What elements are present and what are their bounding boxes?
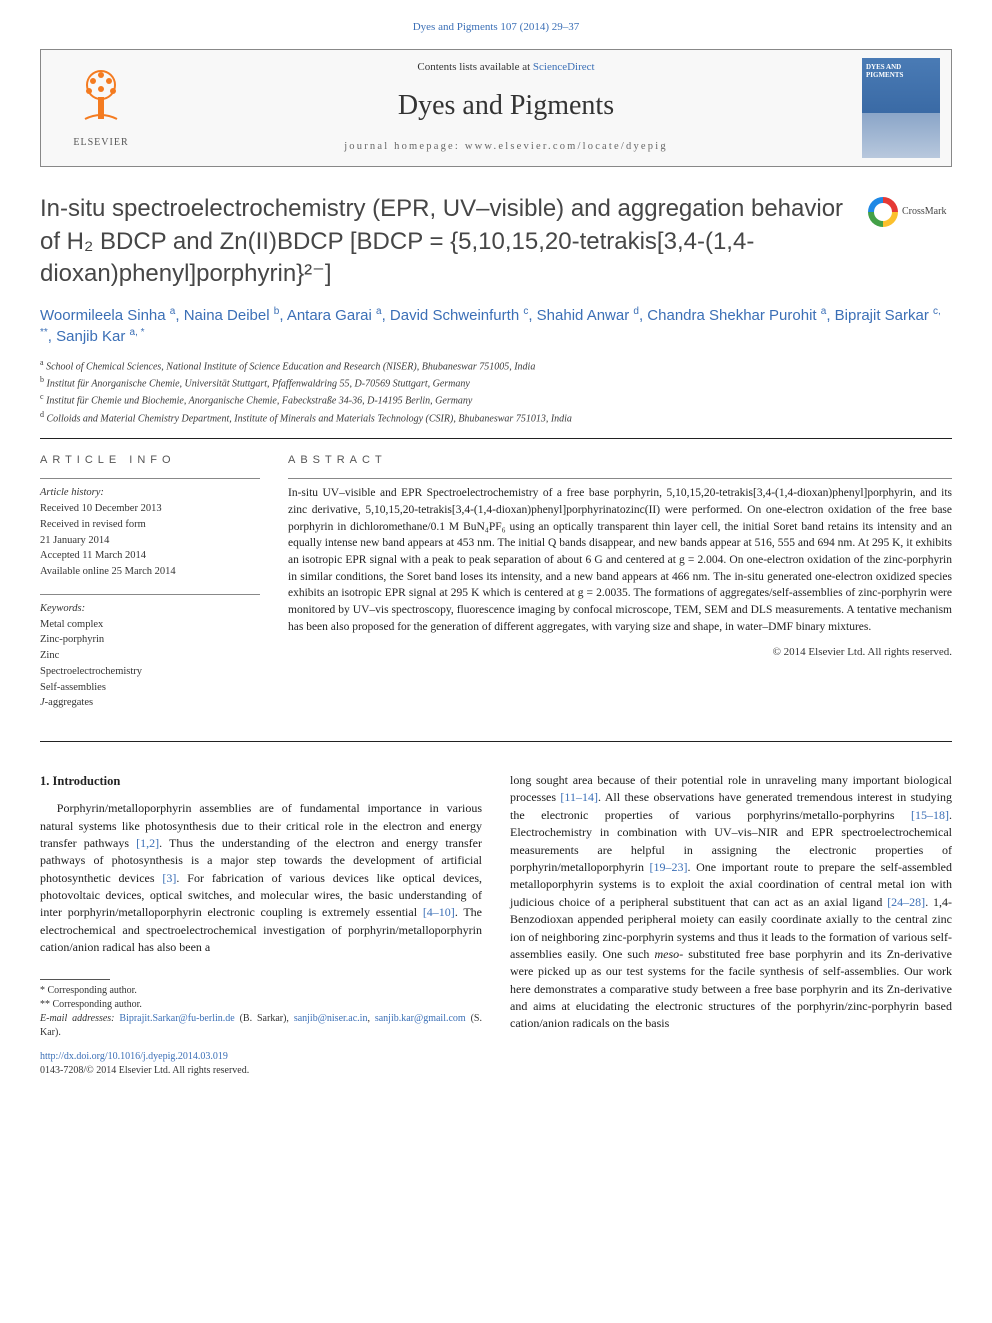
cover-title: DYES and PIGMENTS: [866, 64, 936, 79]
history-line: 21 January 2014: [40, 533, 260, 549]
keyword: Self-assemblies: [40, 680, 260, 696]
crossmark-label: CrossMark: [902, 205, 946, 219]
email-link-2[interactable]: sanjib@niser.ac.in: [294, 1013, 368, 1024]
divider: [40, 741, 952, 742]
affiliations: a School of Chemical Sciences, National …: [40, 357, 952, 426]
email-addresses: E-mail addresses: Biprajit.Sarkar@fu-ber…: [40, 1012, 482, 1040]
abstract-label: ABSTRACT: [288, 453, 952, 468]
body-two-column: 1. Introduction Porphyrin/metalloporphyr…: [40, 772, 952, 1078]
affiliation-line: a School of Chemical Sciences, National …: [40, 357, 952, 374]
section-heading-introduction: 1. Introduction: [40, 772, 482, 790]
contents-line: Contents lists available at ScienceDirec…: [169, 60, 843, 75]
issn-copyright: 0143-7208/© 2014 Elsevier Ltd. All right…: [40, 1064, 482, 1078]
crossmark-badge[interactable]: CrossMark: [868, 193, 952, 231]
journal-cover-cell: DYES and PIGMENTS: [851, 50, 951, 166]
keyword: Metal complex: [40, 617, 260, 633]
email-label: E-mail addresses:: [40, 1013, 119, 1024]
publisher-logo-cell: ELSEVIER: [41, 50, 161, 166]
keyword: Zinc-porphyrin: [40, 632, 260, 648]
corresponding-author-footer: * Corresponding author. ** Corresponding…: [40, 979, 482, 1078]
affiliation-line: b Institut für Anorganische Chemie, Univ…: [40, 374, 952, 391]
keyword: J-aggregates: [40, 695, 260, 711]
keywords-block: Keywords: Metal complexZinc-porphyrinZin…: [40, 601, 260, 711]
keyword: Spectroelectrochemistry: [40, 664, 260, 680]
journal-cover[interactable]: DYES and PIGMENTS: [862, 58, 940, 158]
article-info-column: ARTICLE INFO Article history: Received 1…: [40, 453, 260, 725]
sciencedirect-link[interactable]: ScienceDirect: [533, 61, 595, 73]
keywords-label: Keywords:: [40, 601, 260, 617]
doi-link[interactable]: http://dx.doi.org/10.1016/j.dyepig.2014.…: [40, 1051, 228, 1062]
email-link-3[interactable]: sanjib.kar@gmail.com: [375, 1013, 466, 1024]
email-who-1: (B. Sarkar),: [235, 1013, 294, 1024]
keyword: Zinc: [40, 648, 260, 664]
email-link-1[interactable]: Biprajit.Sarkar@fu-berlin.de: [119, 1013, 234, 1024]
history-line: Accepted 11 March 2014: [40, 548, 260, 564]
email-sep: ,: [367, 1013, 374, 1024]
affiliation-line: d Colloids and Material Chemistry Depart…: [40, 409, 952, 426]
elsevier-tree-icon: [71, 67, 131, 132]
history-label: Article history:: [40, 485, 260, 501]
top-citation[interactable]: Dyes and Pigments 107 (2014) 29–37: [40, 20, 952, 35]
abstract-copyright: © 2014 Elsevier Ltd. All rights reserved…: [288, 645, 952, 660]
divider: [40, 594, 260, 595]
contents-prefix: Contents lists available at: [417, 61, 532, 73]
corr-author-2: ** Corresponding author.: [40, 998, 482, 1012]
corr-author-1: * Corresponding author.: [40, 984, 482, 998]
header-center: Contents lists available at ScienceDirec…: [161, 50, 851, 166]
affiliation-line: c Institut für Chemie und Biochemie, Ano…: [40, 391, 952, 408]
author-list: Woormileela Sinha a, Naina Deibel b, Ant…: [40, 305, 952, 347]
journal-homepage: journal homepage: www.elsevier.com/locat…: [169, 140, 843, 155]
history-line: Received in revised form: [40, 517, 260, 533]
article-history: Article history: Received 10 December 20…: [40, 485, 260, 580]
crossmark-icon: [868, 197, 898, 227]
article-title: In-situ spectroelectrochemistry (EPR, UV…: [40, 193, 856, 290]
history-line: Received 10 December 2013: [40, 501, 260, 517]
publisher-name: ELSEVIER: [73, 136, 128, 150]
abstract-text: In-situ UV–visible and EPR Spectroelectr…: [288, 485, 952, 635]
article-info-label: ARTICLE INFO: [40, 453, 260, 468]
abstract-column: ABSTRACT In-situ UV–visible and EPR Spec…: [288, 453, 952, 725]
intro-paragraph-left: Porphyrin/metalloporphyrin assemblies ar…: [40, 800, 482, 957]
journal-name: Dyes and Pigments: [169, 86, 843, 125]
elsevier-logo[interactable]: ELSEVIER: [61, 63, 141, 153]
intro-paragraph-right: long sought area because of their potent…: [510, 772, 952, 1033]
divider: [288, 478, 952, 479]
divider: [40, 478, 260, 479]
journal-header: ELSEVIER Contents lists available at Sci…: [40, 49, 952, 167]
history-line: Available online 25 March 2014: [40, 564, 260, 580]
